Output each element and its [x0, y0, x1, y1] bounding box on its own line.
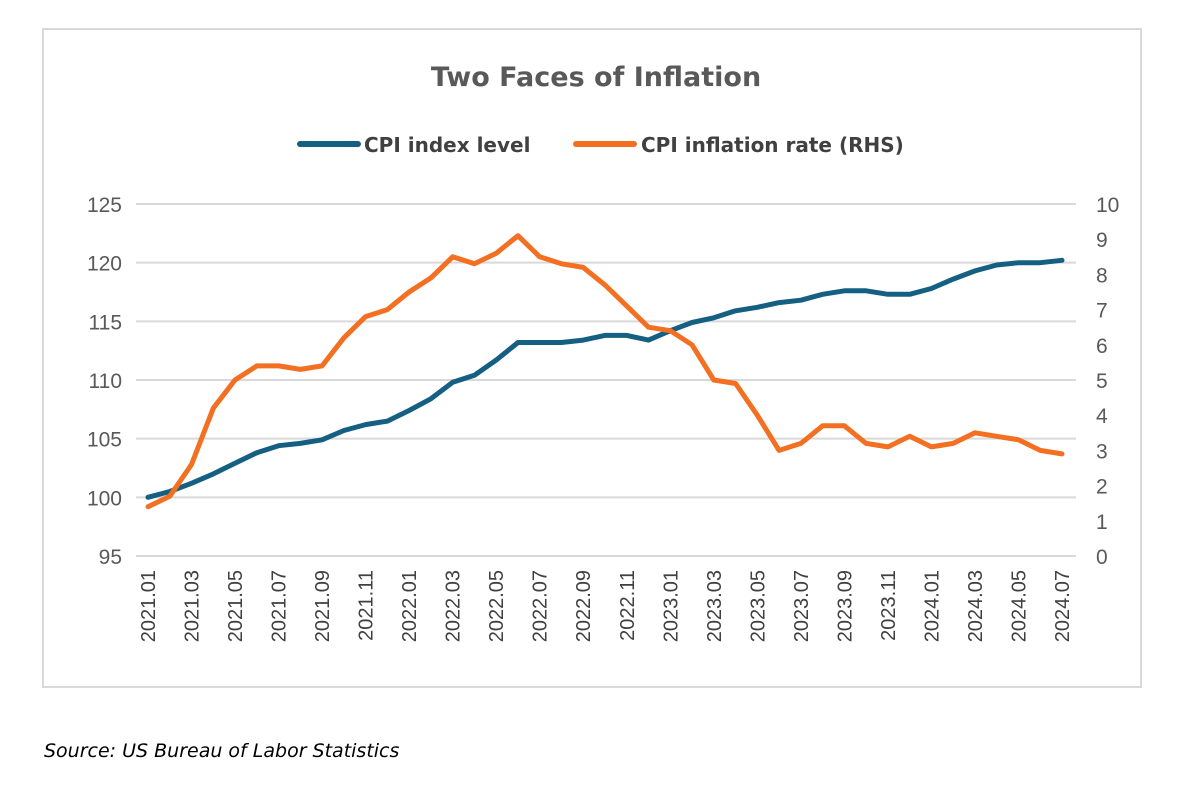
- x-tick-label: 2021.09: [312, 570, 334, 642]
- x-tick-label: 2023.01: [660, 570, 682, 642]
- x-tick-label: 2024.01: [921, 570, 943, 642]
- x-tick-label: 2023.07: [791, 570, 813, 642]
- y-left-tick-label: 110: [89, 370, 122, 393]
- y-left-tick-label: 100: [87, 487, 122, 510]
- x-tick-label: 2024.03: [965, 570, 987, 642]
- y-right-tick-label: 5: [1096, 370, 1108, 393]
- x-tick-label: 2023.11: [878, 570, 900, 641]
- legend-label-cpi-inflation: CPI inflation rate (RHS): [641, 133, 904, 157]
- chart-svg: Two Faces of Inflation CPI index level C…: [87, 62, 1119, 642]
- x-tick-label: 2021.11: [356, 570, 378, 641]
- legend: CPI index level CPI inflation rate (RHS): [297, 133, 904, 157]
- y-right-tick-label: 0: [1096, 546, 1108, 569]
- y-right-tick-label: 4: [1096, 405, 1108, 428]
- x-tick-label: 2024.05: [1008, 570, 1030, 642]
- y-right-tick-label: 2: [1096, 476, 1108, 499]
- y-left-tick-label: 120: [87, 253, 122, 276]
- series-line-cpi-inflation: [145, 233, 1065, 510]
- y-right-tick-label: 10: [1096, 194, 1119, 217]
- chart-frame: Two Faces of Inflation CPI index level C…: [42, 28, 1142, 688]
- x-tick-label: 2021.03: [182, 570, 204, 642]
- y-right-tick-label: 8: [1096, 264, 1108, 287]
- x-tick-label: 2023.05: [747, 570, 769, 642]
- x-tick-label: 2023.09: [834, 570, 856, 642]
- x-tick-label: 2022.11: [617, 570, 639, 641]
- x-tick-label: 2022.01: [399, 570, 421, 642]
- gridlines: [136, 203, 1076, 557]
- x-tick-label: 2022.09: [573, 570, 595, 642]
- x-tick-label: 2022.05: [486, 570, 508, 642]
- chart-title: Two Faces of Inflation: [431, 62, 761, 93]
- x-tick-label: 2021.07: [269, 570, 291, 642]
- source-note: Source: US Bureau of Labor Statistics: [44, 740, 400, 762]
- y-left-tick-label: 105: [87, 429, 122, 452]
- y-right-tick-label: 6: [1096, 335, 1108, 358]
- y-axis-right: 0 1 2 3 4 5 6 7 8 9 10: [1096, 194, 1119, 569]
- x-tick-label: 2022.03: [443, 570, 465, 642]
- x-tick-label: 2021.05: [225, 570, 247, 642]
- series-line-cpi-index: [145, 257, 1065, 500]
- x-axis: 2021.01 2021.03 2021.05 2021.07 2021.09 2021.…: [138, 570, 1074, 642]
- x-tick-label: 2022.07: [530, 570, 552, 642]
- x-tick-label: 2021.01: [138, 570, 160, 642]
- y-left-tick-label: 115: [89, 311, 122, 334]
- legend-label-cpi-index: CPI index level: [364, 133, 530, 157]
- y-right-tick-label: 7: [1096, 300, 1108, 323]
- y-right-tick-label: 9: [1096, 229, 1108, 252]
- x-tick-label: 2023.03: [704, 570, 726, 642]
- x-tick-label: 2024.07: [1052, 570, 1074, 642]
- y-left-tick-label: 95: [99, 546, 122, 569]
- y-axis-left: 95 100 105 110 115 120 125: [87, 194, 122, 569]
- series-lines: [145, 233, 1065, 510]
- y-left-tick-label: 125: [87, 194, 122, 217]
- y-right-tick-label: 1: [1096, 511, 1108, 534]
- y-right-tick-label: 3: [1096, 440, 1108, 463]
